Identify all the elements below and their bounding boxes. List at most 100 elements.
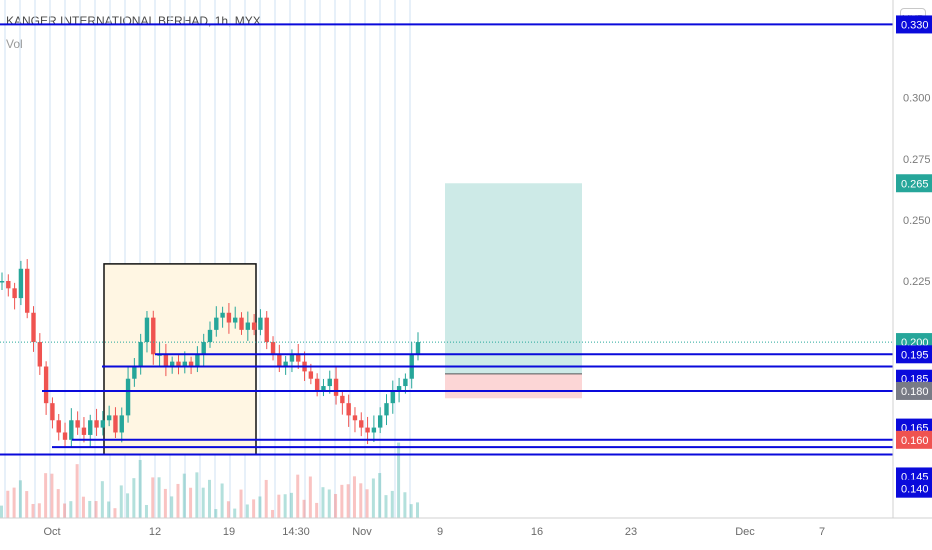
candle-body <box>333 378 339 396</box>
candle-body <box>119 415 124 433</box>
price-tick-label: 0.250 <box>903 215 931 227</box>
volume-bar <box>157 477 161 518</box>
candle-body <box>138 342 143 367</box>
volume-bar <box>56 489 60 518</box>
price-tag <box>896 479 932 498</box>
volume-bar <box>132 478 136 518</box>
candle-body <box>132 366 137 379</box>
volume-bar <box>296 474 300 518</box>
candle-body <box>18 268 24 299</box>
candle-body <box>390 390 395 404</box>
time-tick-label: 16 <box>531 526 543 538</box>
volume-bar <box>50 473 54 518</box>
volume-bar <box>144 504 148 518</box>
candle-body <box>169 361 175 367</box>
candle-body <box>195 354 200 367</box>
time-tick-label: 12 <box>149 526 161 538</box>
time-tick-label: Nov <box>352 526 372 538</box>
volume-bar <box>12 487 16 518</box>
candle-body <box>352 415 358 421</box>
candle-body <box>6 280 11 289</box>
candle-body <box>176 361 181 367</box>
time-axis: Oct 12 19 14:30 Nov 9 16 23 Dec 7 <box>43 526 825 538</box>
price-tag-label: 0.160 <box>901 435 929 447</box>
volume-bar <box>195 472 199 518</box>
candle-body <box>321 386 326 391</box>
volume-bar <box>63 503 67 518</box>
volume-bar <box>245 504 249 518</box>
candle-body <box>277 354 282 367</box>
candle-body <box>283 361 288 367</box>
candle-body <box>188 361 194 367</box>
candle-body <box>308 371 314 379</box>
volume-bar <box>264 479 268 518</box>
horizontal-levels <box>0 23 893 456</box>
candle-body <box>258 317 263 330</box>
price-tick-label: 0.275 <box>903 154 931 166</box>
volume-bar <box>321 487 325 518</box>
price-tick-label: 0.300 <box>903 93 931 105</box>
time-tick-label: Dec <box>735 526 755 538</box>
candle-body <box>56 420 61 433</box>
volume-bar <box>176 483 180 518</box>
candle-body <box>314 378 320 391</box>
candle-body <box>377 415 383 428</box>
volume-bar <box>163 488 167 518</box>
price-tag-label: 0.140 <box>901 484 929 496</box>
candle-body <box>182 361 187 367</box>
volume-label: Vol <box>6 37 23 51</box>
candle-body <box>220 312 225 318</box>
volume-bar <box>239 489 243 518</box>
volume-bar <box>81 496 85 518</box>
volume-bar <box>226 501 230 518</box>
volume-bar <box>352 476 356 518</box>
candle-body <box>245 322 251 330</box>
candle-body <box>233 317 238 323</box>
volume-bar <box>6 490 10 518</box>
volume-bar <box>44 473 48 518</box>
volume-bar <box>18 480 22 518</box>
candle-body <box>50 403 55 421</box>
volume-bar <box>100 481 104 518</box>
candle-body <box>151 317 156 355</box>
candle-body <box>88 420 93 435</box>
time-tick-label: 7 <box>819 526 825 538</box>
volume-bar <box>359 483 363 518</box>
candle-body <box>289 354 295 362</box>
candle-body <box>62 432 68 440</box>
price-tag-label: 0.180 <box>901 386 929 398</box>
volume-bar <box>327 489 331 518</box>
volume-bar <box>0 505 3 518</box>
volume-bar <box>208 479 211 518</box>
volume-bar <box>75 464 79 518</box>
time-tick-label: 14:30 <box>282 526 310 538</box>
volume-bar <box>189 487 193 518</box>
volume-bar <box>371 478 375 518</box>
volume-bar <box>220 483 224 518</box>
time-tick-label: 23 <box>625 526 637 538</box>
target-zone <box>445 183 582 374</box>
time-tick-label: Oct <box>43 526 60 538</box>
volume-bar <box>233 508 237 518</box>
price-tags: 0.3300.2650.2000.1950.1850.1800.1650.160… <box>896 15 932 498</box>
price-tag <box>896 174 932 193</box>
candle-body <box>251 322 257 330</box>
chart-drawings <box>103 183 582 456</box>
candle-body <box>384 403 389 416</box>
candle-body <box>239 317 244 330</box>
candle-body <box>371 427 377 433</box>
volume-bar <box>315 502 319 518</box>
candle-body <box>415 342 421 355</box>
candle-body <box>94 420 99 428</box>
candle-body <box>43 366 49 404</box>
candle-body <box>75 420 80 428</box>
candle-body <box>207 329 213 343</box>
volume-bar <box>25 491 29 518</box>
candle-body <box>81 427 87 435</box>
volume-bar <box>252 499 256 518</box>
volume-bar <box>403 492 407 518</box>
candle-body <box>69 420 74 440</box>
volume-bar <box>365 489 369 518</box>
consolidation-box <box>103 263 257 456</box>
